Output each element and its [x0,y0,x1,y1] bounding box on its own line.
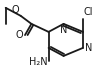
Text: N: N [60,25,67,35]
Text: Cl: Cl [84,7,94,17]
Text: H₂N: H₂N [29,57,48,67]
Text: O: O [12,5,20,15]
Text: N: N [85,43,92,53]
Text: O: O [15,30,23,40]
